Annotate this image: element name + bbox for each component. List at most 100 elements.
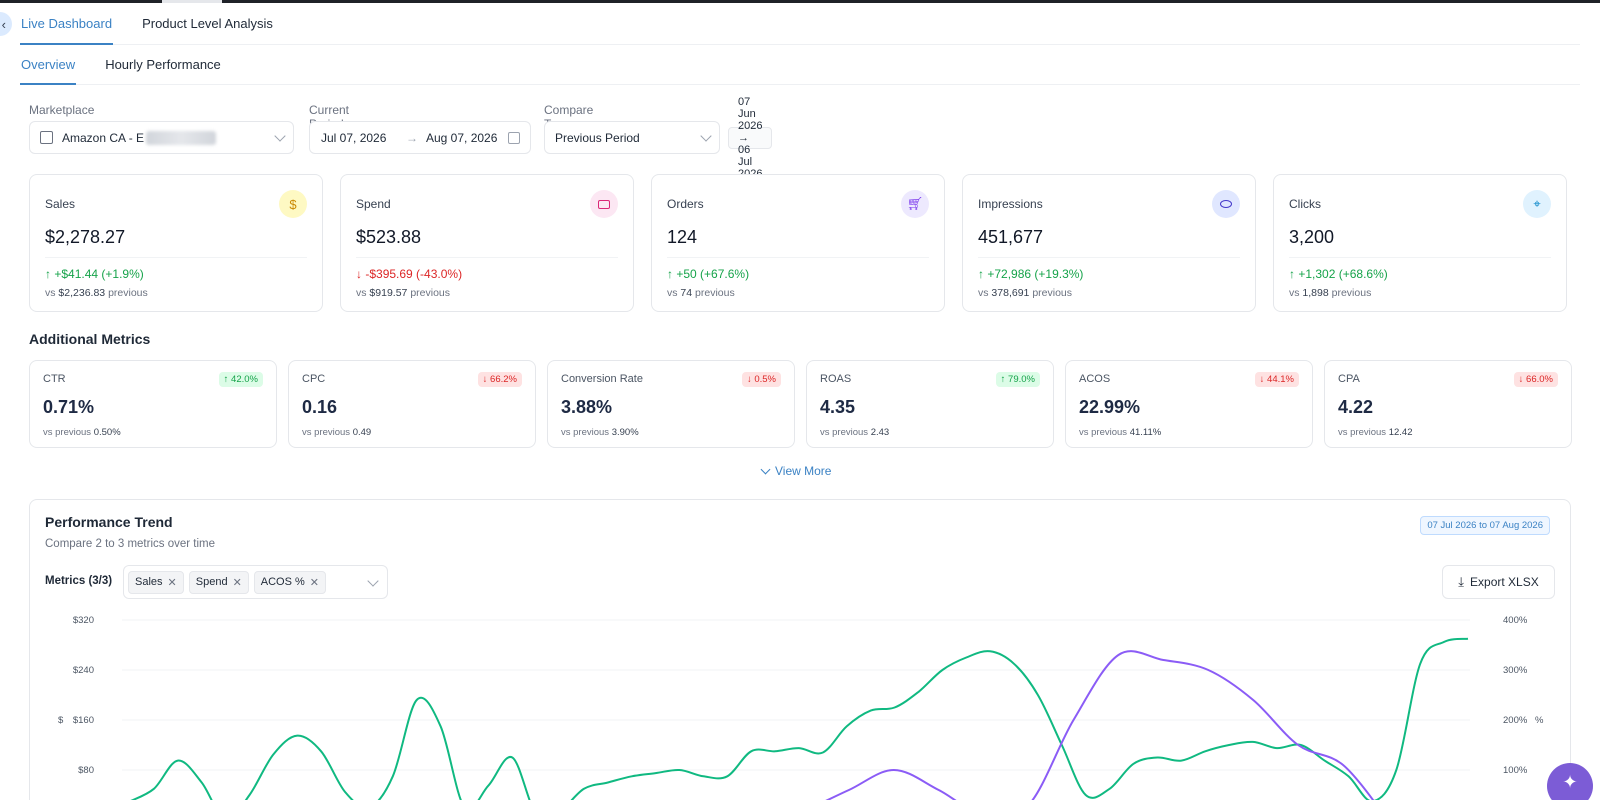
arrow-up-icon: ↑ <box>45 267 55 281</box>
y-right-tick: 200% <box>1503 715 1528 726</box>
redacted-text <box>146 130 217 145</box>
collapse-sidebar-button[interactable]: ‹ <box>0 12 12 36</box>
metric-value: 4.35 <box>820 397 856 417</box>
metric-card-roas: ROAS ↑ 79.0% 4.35 vs previous 2.43 <box>806 360 1054 448</box>
window-top-bar <box>0 0 1600 3</box>
trend-badge: ↓ 44.1% <box>1254 372 1299 387</box>
kpi-title: Clicks <box>1289 197 1321 211</box>
divider <box>1289 257 1551 258</box>
metric-title: CPA <box>1338 373 1360 385</box>
y-left-axis-label: $ <box>58 715 64 726</box>
marketplace-label: Marketplace <box>29 103 95 117</box>
arrow-up-icon: ↑ <box>667 267 677 281</box>
trend-range-badge: 07 Jul 2026 to 07 Aug 2026 <box>1420 516 1550 535</box>
tab-hourly-performance[interactable]: Hourly Performance <box>105 57 221 72</box>
metric-previous: vs previous 2.43 <box>820 427 890 438</box>
kpi-card-impressions: Impressions 451,677 ↑ +72,986 (+19.3%) v… <box>962 174 1256 312</box>
trend-subtitle: Compare 2 to 3 metrics over time <box>45 538 216 550</box>
kpi-value: $523.88 <box>356 227 422 247</box>
performance-trend-panel: Performance Trend Compare 2 to 3 metrics… <box>29 499 1571 800</box>
y-left-tick: $80 <box>78 765 94 776</box>
metrics-multiselect[interactable]: Sales ✕ Spend ✕ ACOS % ✕ <box>123 565 388 599</box>
kpi-card-spend: Spend $523.88 ↓ -$395.69 (-43.0%) vs $91… <box>340 174 634 312</box>
metric-title: ROAS <box>820 373 852 385</box>
top-bar-highlight <box>162 0 222 3</box>
kpi-change: ↓ -$395.69 (-43.0%) <box>356 267 463 281</box>
trend-badge: ↑ 42.0% <box>218 372 263 387</box>
tab-overview[interactable]: Overview <box>20 45 77 85</box>
close-icon[interactable]: ✕ <box>309 576 320 589</box>
metric-chip-spend: Spend ✕ <box>188 570 249 594</box>
metric-value: 3.88% <box>561 397 613 417</box>
kpi-value: 124 <box>667 227 698 247</box>
y-left-tick: $240 <box>73 665 94 676</box>
chevron-down-icon <box>700 130 712 142</box>
view-more-button[interactable]: View More <box>760 464 831 478</box>
metric-value: 0.71% <box>43 397 95 417</box>
trend-title: Performance Trend <box>45 514 173 530</box>
kpi-card-sales: Sales $ $2,278.27 ↑ +$41.44 (+1.9%) vs $… <box>29 174 323 312</box>
tab-product-level-analysis[interactable]: Product Level Analysis <box>142 16 273 31</box>
trend-badge: ↑ 79.0% <box>995 372 1040 387</box>
trend-badge: ↓ 66.2% <box>477 372 522 387</box>
dollar-icon: $ <box>279 190 307 218</box>
y-right-tick: 400% <box>1503 615 1528 626</box>
additional-metrics-title: Additional Metrics <box>29 331 151 347</box>
kpi-card-orders: Orders 🛒︎ 124 ↑ +50 (+67.6%) vs 74 previ… <box>651 174 945 312</box>
credit-card-icon <box>590 190 618 218</box>
cart-icon: 🛒︎ <box>901 190 929 218</box>
kpi-previous: vs 1,898 previous <box>1289 287 1372 299</box>
divider <box>356 257 618 258</box>
metric-previous: vs previous 0.49 <box>302 427 372 438</box>
compare-to-select[interactable]: Previous Period <box>544 121 720 154</box>
y-right-tick: 300% <box>1503 665 1528 676</box>
metric-title: CTR <box>43 373 66 385</box>
close-icon[interactable]: ✕ <box>232 576 242 589</box>
chevron-down-icon <box>274 130 286 142</box>
performance-trend-chart: $320 400% $240 300% $160 200% $80 100% $% <box>58 615 1544 800</box>
y-right-tick: 100% <box>1503 765 1528 776</box>
kpi-title: Impressions <box>978 197 1043 211</box>
metrics-label: Metrics (3/3) <box>45 575 113 587</box>
sub-tabs: Overview Hourly Performance <box>20 45 1580 85</box>
tab-live-dashboard[interactable]: Live Dashboard <box>20 3 114 45</box>
kpi-value: 451,677 <box>978 227 1044 247</box>
trend-badge: ↓ 0.5% <box>741 372 781 387</box>
period-start[interactable]: Jul 07, 2026 <box>321 130 387 145</box>
series-line <box>825 650 1375 800</box>
kpi-change: ↑ +$41.44 (+1.9%) <box>45 267 144 281</box>
metric-previous: vs previous 12.42 <box>1338 427 1413 438</box>
current-period-picker[interactable]: Jul 07, 2026 → Aug 07, 2026 <box>309 121 531 154</box>
y-left-tick: $320 <box>73 615 94 626</box>
kpi-title: Sales <box>45 197 76 211</box>
arrow-up-icon: ↑ <box>1289 267 1299 281</box>
kpi-previous: vs $2,236.83 previous <box>45 287 148 299</box>
main-tabs: Live Dashboard Product Level Analysis <box>20 3 1580 45</box>
trend-badge: ↓ 66.0% <box>1513 372 1558 387</box>
eye-icon <box>1212 190 1240 218</box>
compare-range-chip: 07 Jun 2026 → 06 Jul 2026 <box>728 96 773 180</box>
metric-card-ctr: CTR ↑ 42.0% 0.71% vs previous 0.50% <box>29 360 277 448</box>
store-icon <box>40 131 53 144</box>
metric-previous: vs previous 0.50% <box>43 427 121 438</box>
period-end[interactable]: Aug 07, 2026 <box>426 130 498 145</box>
kpi-value: 3,200 <box>1289 227 1335 247</box>
kpi-change: ↑ +72,986 (+19.3%) <box>978 267 1084 281</box>
export-xlsx-button[interactable]: ⤓ Export XLSX <box>1442 565 1555 599</box>
calendar-icon <box>508 132 520 144</box>
arrow-up-icon: ↑ <box>978 267 988 281</box>
kpi-title: Spend <box>356 197 391 211</box>
series-line <box>130 637 1469 800</box>
compare-to-value: Previous Period <box>555 130 640 145</box>
marketplace-select[interactable]: Amazon CA - E <box>29 121 294 154</box>
divider <box>978 257 1240 258</box>
kpi-previous: vs 378,691 previous <box>978 287 1073 299</box>
kpi-previous: vs 74 previous <box>667 287 735 299</box>
metric-value: 4.22 <box>1338 397 1374 417</box>
divider <box>45 257 307 258</box>
arrow-down-icon: ↓ <box>356 267 366 281</box>
chevron-down-icon <box>760 464 771 475</box>
ai-assistant-button[interactable]: ✦ <box>1547 763 1593 800</box>
close-icon[interactable]: ✕ <box>167 576 177 589</box>
metric-value: 22.99% <box>1079 397 1141 417</box>
